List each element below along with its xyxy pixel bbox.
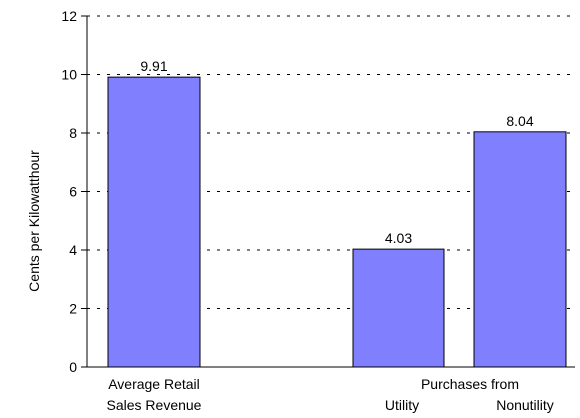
bars [107,76,567,368]
bar-value-label: 8.04 [506,113,533,129]
bar [107,76,201,368]
y-tick-labels: 0 2 4 6 8 10 12 [61,8,77,375]
y-tick-label: 8 [69,125,77,141]
bar-value-label: 9.91 [140,58,167,74]
category-label: Sales Revenue [107,397,202,413]
y-tick-label: 0 [69,359,77,375]
y-tick-label: 6 [69,184,77,200]
y-tick-label: 2 [69,301,77,317]
y-tick-label: 12 [61,8,77,24]
bar [352,248,445,368]
labels: 9.91 4.03 8.04 Average Retail Sales Revenue U… [107,58,554,413]
y-tick-label: 4 [69,242,77,258]
y-tick-label: 10 [61,67,77,83]
category-label: Nonutility [496,397,554,413]
bar-value-label: 4.03 [385,230,412,246]
category-label: Average Retail [108,376,200,392]
group-label: Purchases from [421,376,519,392]
category-label: Utility [385,397,419,413]
y-axis-title: Cents per Kilowatthour [26,150,42,292]
axes [81,15,575,368]
bar [473,131,567,368]
